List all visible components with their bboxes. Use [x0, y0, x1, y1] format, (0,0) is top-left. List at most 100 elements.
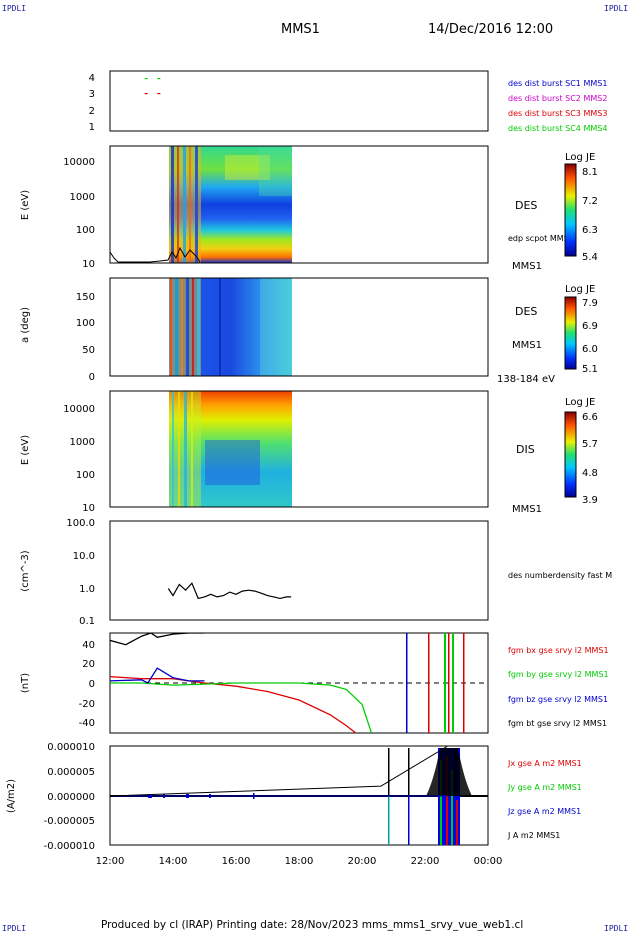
dis-energy-mission: MMS1 — [512, 504, 542, 515]
des-energy-ytick: 10 — [82, 259, 95, 270]
des-pitch-mission: MMS1 — [512, 340, 542, 351]
field-ytick: 0 — [89, 679, 95, 690]
burst-panel: 4 3 2 1 des dist burst SC1 MMS1 des dist… — [89, 70, 607, 133]
current-ytick: 0.000000 — [47, 792, 95, 803]
density-ytick: 1.0 — [79, 584, 95, 595]
dis-energy-colorbar-tick: 6.6 — [582, 412, 598, 423]
burst-ytick: 4 — [89, 73, 95, 84]
dis-energy-colorbar-title: Log JE — [565, 397, 595, 408]
current-ytick: -0.000005 — [44, 816, 95, 827]
density-ytick: 100.0 — [66, 518, 95, 529]
dis-energy-colorbar — [564, 411, 577, 498]
field-line — [110, 667, 205, 684]
des-energy-colorbar-tick: 5.4 — [582, 252, 598, 263]
time-tick: 12:00 — [96, 856, 125, 867]
dis-energy-ylabel: E (eV) — [20, 435, 31, 465]
des-pitch-ytick: 0 — [89, 372, 95, 383]
des-pitch-ytick: 150 — [76, 292, 95, 303]
des-pitch-colorbar-tick: 6.0 — [582, 344, 598, 355]
des-pitch-ylabel: a (deg) — [20, 307, 31, 343]
burst-mark — [144, 93, 148, 95]
des-energy-ytick: 10000 — [63, 157, 95, 168]
des-energy-panel: 10000 1000 100 10 E (eV) DES edp scpot M… — [20, 145, 598, 272]
density-ylabel: (cm^-3) — [20, 550, 31, 591]
burst-legend-sc4: des dist burst SC4 MMS4 — [508, 124, 607, 133]
current-legend-jz: Jz gse A m2 MMS1 — [507, 807, 581, 816]
dis-energy-colorbar-tick: 4.8 — [582, 468, 598, 479]
burst-mark — [157, 93, 161, 95]
field-ytick: -40 — [79, 718, 95, 729]
des-pitch-colorbar-title: Log JE — [565, 284, 595, 295]
density-line — [167, 582, 292, 600]
current-legend-jx: Jx gse A m2 MMS1 — [507, 759, 582, 768]
current-ytick: -0.000010 — [44, 841, 95, 852]
time-tick: 14:00 — [159, 856, 188, 867]
dis-energy-ytick: 10 — [82, 503, 95, 514]
field-legend-bt: fgm bt gse srvy l2 MMS1 — [508, 719, 607, 728]
field-ytick: 40 — [82, 640, 95, 651]
des-energy-instrument: DES — [515, 199, 537, 212]
time-tick: 00:00 — [474, 856, 503, 867]
des-energy-ylabel: E (eV) — [20, 190, 31, 220]
des-pitch-colorbar-tick: 7.9 — [582, 298, 598, 309]
time-tick: 22:00 — [411, 856, 440, 867]
footer-text: Produced by cl (IRAP) Printing date: 28/… — [101, 919, 524, 931]
page-date: 14/Dec/2016 12:00 — [428, 22, 554, 37]
burst-ytick: 3 — [89, 89, 95, 100]
des-energy-ytick: 1000 — [70, 192, 95, 203]
corner-label-top-right: IPDLI — [604, 4, 629, 13]
dis-energy-ytick: 1000 — [70, 437, 95, 448]
burst-legend-sc3: des dist burst SC3 MMS3 — [508, 109, 607, 118]
burst-legend-sc2: des dist burst SC2 MMS2 — [508, 94, 607, 103]
current-panel: 0.000010 0.000005 0.000000 -0.000005 -0.… — [6, 742, 582, 852]
current-ylabel: (A/m2) — [6, 779, 17, 813]
density-ytick: 10.0 — [73, 551, 95, 562]
burst-ytick: 2 — [89, 106, 95, 117]
dis-energy-panel: 10000 1000 100 10 E (eV) DIS MMS1 Log JE… — [20, 390, 598, 515]
des-pitch-range: 138-184 eV — [497, 374, 555, 385]
dis-energy-spectrogram — [169, 391, 292, 507]
density-legend: des numberdensity fast M — [508, 571, 612, 580]
des-pitch-colorbar-tick: 5.1 — [582, 364, 598, 375]
current-legend-jy: Jy gse A m2 MMS1 — [507, 783, 582, 792]
time-tick: 18:00 — [285, 856, 314, 867]
time-tick: 20:00 — [348, 856, 377, 867]
burst-mark — [144, 78, 148, 80]
field-ylabel: (nT) — [20, 673, 31, 693]
field-panel: 40 20 0 -20 -40 (nT) fgm bx gse srvy l2 … — [20, 632, 609, 734]
des-energy-colorbar — [564, 163, 577, 257]
des-energy-overlay: edp scpot MMS1 — [508, 234, 574, 243]
des-pitch-colorbar-tick: 6.9 — [582, 321, 598, 332]
des-energy-colorbar-tick: 6.3 — [582, 225, 598, 236]
page-title: MMS1 — [281, 22, 320, 37]
dis-energy-ytick: 100 — [76, 470, 95, 481]
corner-label-top-left: IPDLI — [2, 4, 27, 13]
current-line — [110, 746, 448, 797]
field-legend-bx: fgm bx gse srvy l2 MMS1 — [508, 646, 609, 655]
des-pitch-ytick: 50 — [82, 345, 95, 356]
dis-energy-colorbar-tick: 5.7 — [582, 439, 598, 450]
des-pitch-instrument: DES — [515, 305, 537, 318]
dis-energy-instrument: DIS — [516, 443, 535, 456]
field-line — [110, 682, 373, 733]
density-panel: 100.0 10.0 1.0 0.1 (cm^-3) des numberden… — [20, 518, 612, 627]
des-pitch-colorbar — [564, 296, 577, 370]
des-energy-mission: MMS1 — [512, 261, 542, 272]
corner-label-bottom-right: IPDLI — [604, 924, 629, 933]
burst-legend-sc1: des dist burst SC1 MMS1 — [508, 79, 607, 88]
field-ytick: 20 — [82, 659, 95, 670]
field-line — [110, 633, 205, 646]
des-energy-colorbar-title: Log JE — [565, 152, 595, 163]
time-tick: 16:00 — [222, 856, 251, 867]
field-legend-by: fgm by gse srvy l2 MMS1 — [508, 670, 609, 679]
dis-energy-colorbar-tick: 3.9 — [582, 495, 598, 506]
field-line — [110, 675, 357, 733]
current-ytick: 0.000010 — [47, 742, 95, 753]
des-pitch-panel: 150 100 50 0 a (deg) DES MMS1 138-184 eV… — [20, 277, 598, 385]
corner-label-bottom-left: IPDLI — [2, 924, 27, 933]
field-ytick: -20 — [79, 699, 95, 710]
des-pitch-ytick: 100 — [76, 318, 95, 329]
burst-mark — [157, 78, 161, 80]
field-legend-bz: fgm bz gse srvy l2 MMS1 — [508, 695, 608, 704]
